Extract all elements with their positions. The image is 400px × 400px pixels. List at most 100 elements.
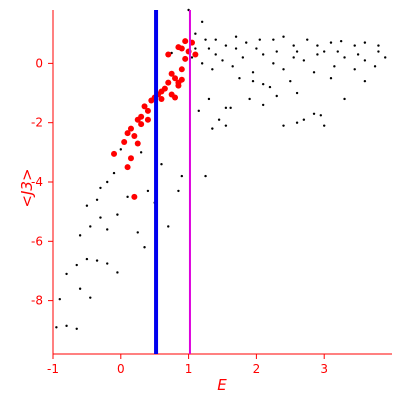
data-point-black [85,204,89,207]
x-tick-label: 1 [185,362,193,376]
data-point-black [65,272,68,276]
data-point-black [99,186,102,190]
data-point-black [282,124,285,127]
data-point-black [323,50,326,53]
data-point-red [192,51,199,58]
data-point-black [275,94,278,98]
data-point-black [353,44,356,47]
data-point-black [207,47,211,50]
data-point-black [217,118,221,121]
data-point-black [116,213,119,216]
y-tick-label: -4 [31,175,43,189]
data-point-black [136,231,139,234]
x-tick-label: 0 [117,362,125,376]
data-point-black [207,97,211,101]
data-point-black [261,82,265,86]
data-point-black [336,50,339,53]
data-point-black [65,324,68,328]
data-point-black [78,234,82,237]
data-point-black [319,114,323,117]
data-point-red [161,85,168,92]
data-point-red [124,164,131,171]
data-point-black [95,259,99,262]
data-point-red [124,130,131,137]
data-point-black [356,53,360,56]
data-point-black [333,65,336,68]
data-point-black [78,287,82,290]
data-point-black [204,174,207,178]
data-point-black [55,326,58,329]
data-point-black [272,62,275,65]
data-point-black [214,38,217,41]
data-point-black [197,109,200,113]
data-point-black [363,79,367,83]
data-point-black [255,47,258,50]
data-point-black [200,62,204,65]
data-point-black [204,38,207,41]
data-point-black [190,56,194,59]
data-point-black [343,97,346,101]
data-point-black [245,41,248,44]
y-tick-label: -6 [31,234,43,248]
data-point-black [316,44,319,47]
data-point-black [95,198,99,201]
data-point-black [282,35,285,38]
data-point-black [106,180,109,184]
data-point-black [295,91,299,95]
data-point-black [75,263,78,267]
data-point-black [224,124,228,127]
data-point-black [241,56,245,59]
data-point-black [339,39,343,43]
data-point-black [306,38,309,41]
data-point-black [116,271,119,274]
data-point-black [302,59,306,62]
data-point-black [282,68,285,71]
data-point-black [238,77,241,80]
data-point-red [172,75,179,82]
data-point-red [138,113,145,120]
data-point-black [229,106,232,110]
data-point-black [221,59,224,62]
data-point-black [180,174,184,178]
data-point-black [261,103,265,107]
data-point-red [127,155,134,162]
y-tick-label: 0 [35,56,43,70]
data-point-black [292,56,295,59]
data-point-black [343,56,346,59]
data-point-black [234,47,238,50]
data-point-black [58,297,61,301]
data-point-black [194,47,197,50]
data-point-black [268,85,272,89]
data-point-black [89,296,92,299]
data-point-black [224,44,228,47]
data-point-black [200,20,204,24]
x-axis-title: E [217,376,227,394]
data-point-black [167,225,170,228]
data-point-black [211,127,214,130]
data-point-black [231,65,234,68]
data-point-black [214,53,217,56]
y-tick-label: -2 [31,116,43,130]
data-point-black [251,71,255,74]
data-point-black [251,79,255,83]
data-point-black [329,41,333,44]
data-point-black [248,97,251,101]
data-point-black [363,41,367,44]
data-point-red [168,70,175,77]
data-point-red [131,193,138,200]
data-point-black [373,65,377,68]
vertical-lines [154,10,191,354]
data-point-red [138,121,145,128]
data-point-red [178,45,185,52]
data-point-red [134,140,141,147]
data-point-black [292,44,295,47]
data-point-black [377,44,380,47]
data-point-black [177,189,180,193]
data-point-black [146,189,150,193]
data-point-black [139,151,143,154]
data-point-black [106,262,109,265]
data-point-black [312,112,316,115]
data-point-black [160,163,163,166]
data-points [55,8,387,330]
